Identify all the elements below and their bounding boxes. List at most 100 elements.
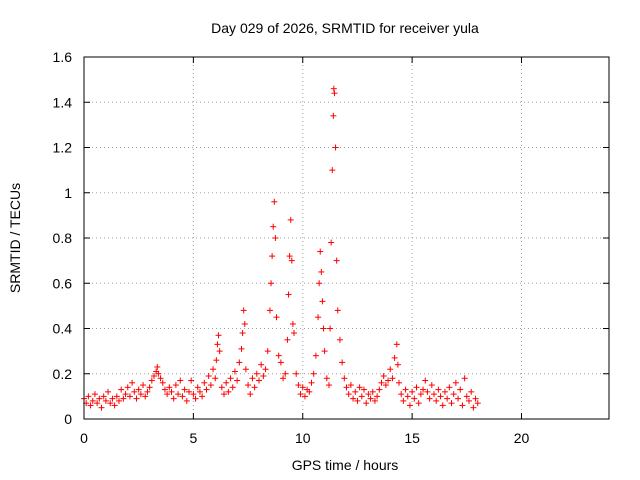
data-point: [251, 384, 258, 391]
data-point: [238, 345, 245, 352]
y-tick-label: 0.2: [53, 366, 73, 382]
data-point: [441, 388, 448, 395]
data-point: [293, 370, 300, 377]
data-point: [297, 391, 304, 398]
data-point: [148, 377, 155, 384]
data-point: [312, 352, 319, 359]
data-point: [461, 375, 468, 382]
data-point: [437, 393, 444, 400]
data-point: [111, 402, 118, 409]
data-point: [389, 375, 396, 382]
data-point: [262, 366, 269, 373]
data-point: [85, 393, 92, 400]
data-point: [318, 268, 325, 275]
data-point: [466, 397, 472, 404]
data-point: [91, 391, 98, 398]
data-point: [241, 320, 248, 327]
y-tick-label: 0.8: [53, 230, 73, 246]
data-point: [105, 388, 112, 395]
x-tick-label: 20: [514, 430, 530, 446]
data-point: [216, 348, 223, 355]
data-point: [459, 402, 466, 409]
data-point: [358, 393, 365, 400]
data-point: [118, 386, 125, 393]
data-point: [122, 391, 129, 398]
data-point: [199, 393, 206, 400]
y-tick-label: 0: [64, 411, 72, 427]
data-point: [333, 257, 340, 264]
data-point: [240, 307, 247, 314]
data-point: [207, 382, 214, 389]
data-point: [124, 384, 131, 391]
data-point: [413, 384, 420, 391]
data-point: [422, 377, 429, 384]
data-point: [420, 386, 427, 393]
data-point: [444, 395, 451, 402]
data-point: [102, 397, 109, 404]
data-point: [354, 397, 361, 404]
data-point: [137, 391, 144, 398]
data-point: [236, 359, 243, 366]
data-point: [361, 386, 367, 393]
data-point: [474, 400, 481, 407]
data-point: [249, 375, 256, 382]
data-point: [409, 388, 416, 395]
data-point: [273, 314, 280, 321]
data-point: [315, 314, 322, 321]
x-axis-label: GPS time / hours: [292, 457, 399, 473]
data-point: [264, 348, 271, 355]
data-point: [457, 386, 464, 393]
data-point: [258, 361, 265, 368]
data-point: [382, 382, 389, 389]
data-point: [286, 253, 293, 260]
data-point: [376, 386, 383, 393]
data-point: [269, 253, 276, 260]
data-point: [371, 397, 378, 404]
data-point: [164, 391, 171, 398]
data-point: [270, 223, 277, 230]
y-tick-label: 1.2: [53, 140, 73, 156]
data-point: [402, 386, 409, 393]
chart-title: Day 029 of 2026, SRMTID for receiver yul…: [211, 20, 479, 36]
data-point: [341, 375, 348, 382]
data-point: [316, 280, 323, 287]
data-point: [329, 167, 336, 174]
data-point: [336, 336, 343, 343]
data-point: [282, 370, 289, 377]
data-point: [374, 393, 381, 400]
data-point: [284, 336, 291, 343]
data-point: [227, 375, 234, 382]
axis-ticks: 0 5 10 15 20 0 0.2 0.4 0.6 0.8 1 1.2 1.4 1.6: [53, 49, 609, 446]
data-point: [406, 402, 413, 409]
data-point: [272, 235, 279, 241]
data-point: [310, 370, 317, 377]
data-point: [345, 391, 352, 398]
data-point: [317, 248, 324, 255]
data-point: [89, 397, 96, 404]
data-point: [463, 393, 470, 400]
data-point: [231, 368, 238, 375]
data-point: [239, 330, 246, 337]
data-point: [319, 298, 326, 305]
data-point: [331, 90, 338, 97]
data-point: [306, 388, 313, 395]
data-point: [215, 332, 222, 339]
data-point: [234, 377, 241, 384]
data-point: [426, 395, 433, 402]
data-point: [470, 404, 477, 411]
data-point: [100, 393, 107, 400]
data-point: [172, 382, 179, 389]
data-point: [213, 357, 220, 364]
data-point: [433, 397, 440, 404]
data-point: [291, 330, 297, 337]
data-point: [404, 393, 411, 400]
data-point: [452, 379, 459, 386]
data-point: [326, 382, 332, 389]
data-point: [154, 363, 161, 370]
data-point: [365, 391, 372, 398]
data-point: [107, 400, 114, 407]
data-point: [428, 382, 435, 389]
data-point: [177, 377, 184, 384]
data-point: [175, 391, 182, 398]
data-point: [256, 377, 262, 384]
